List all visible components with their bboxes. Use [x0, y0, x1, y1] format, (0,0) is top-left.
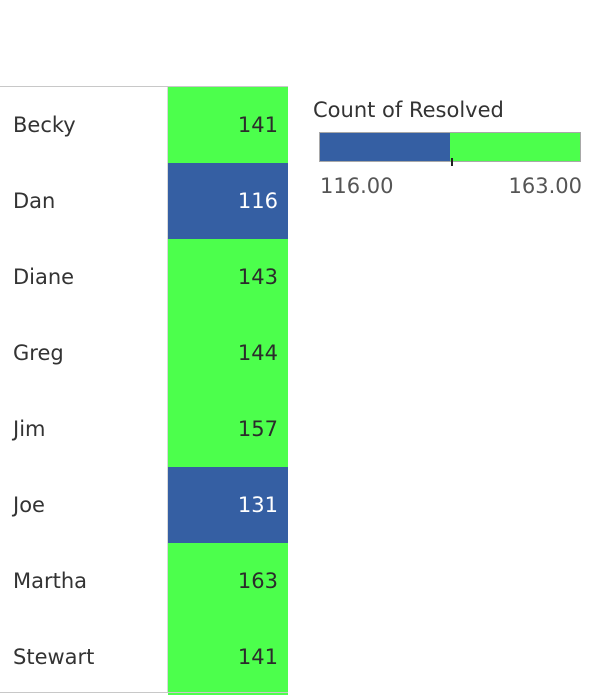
value-label: 131 [237, 493, 278, 517]
row-label: Jim [13, 417, 46, 441]
column-divider [167, 87, 168, 693]
value-cell: 143 [168, 239, 288, 315]
table-bottom-border [0, 692, 288, 693]
row-label: Martha [13, 569, 88, 593]
table-row: Diane 143 [0, 239, 288, 315]
value-cell: 141 [168, 619, 288, 695]
value-label: 143 [237, 265, 278, 289]
row-label: Becky [13, 113, 76, 137]
value-label: 141 [237, 645, 278, 669]
legend-high-segment [450, 133, 580, 161]
value-cell: 116 [168, 163, 288, 239]
value-label: 116 [237, 189, 278, 213]
row-label: Stewart [13, 645, 95, 669]
value-cell: 131 [168, 467, 288, 543]
table-row: Joe 131 [0, 467, 288, 543]
row-label: Dan [13, 189, 56, 213]
table-row: Becky 141 [0, 87, 288, 163]
value-cell: 163 [168, 543, 288, 619]
legend-max-label: 163.00 [508, 174, 582, 198]
table-row: Martha 163 [0, 543, 288, 619]
value-label: 157 [237, 417, 278, 441]
value-cell: 141 [168, 87, 288, 163]
table-row: Jim 157 [0, 391, 288, 467]
legend-min-label: 116.00 [320, 174, 394, 198]
table-row: Dan 116 [0, 163, 288, 239]
value-label: 144 [237, 341, 278, 365]
row-label: Joe [13, 493, 45, 517]
table-frame [0, 86, 288, 695]
color-legend-bar [319, 132, 581, 162]
legend-low-segment [320, 133, 450, 161]
value-cell: 144 [168, 315, 288, 391]
row-label: Greg [13, 341, 64, 365]
value-label: 163 [237, 569, 278, 593]
value-cell: 157 [168, 391, 288, 467]
row-label: Diane [13, 265, 75, 289]
legend-title: Count of Resolved [313, 98, 504, 122]
legend-split-tick [451, 158, 453, 166]
table-row: Greg 144 [0, 315, 288, 391]
value-label: 141 [237, 113, 278, 137]
table-row: Stewart 141 [0, 619, 288, 695]
